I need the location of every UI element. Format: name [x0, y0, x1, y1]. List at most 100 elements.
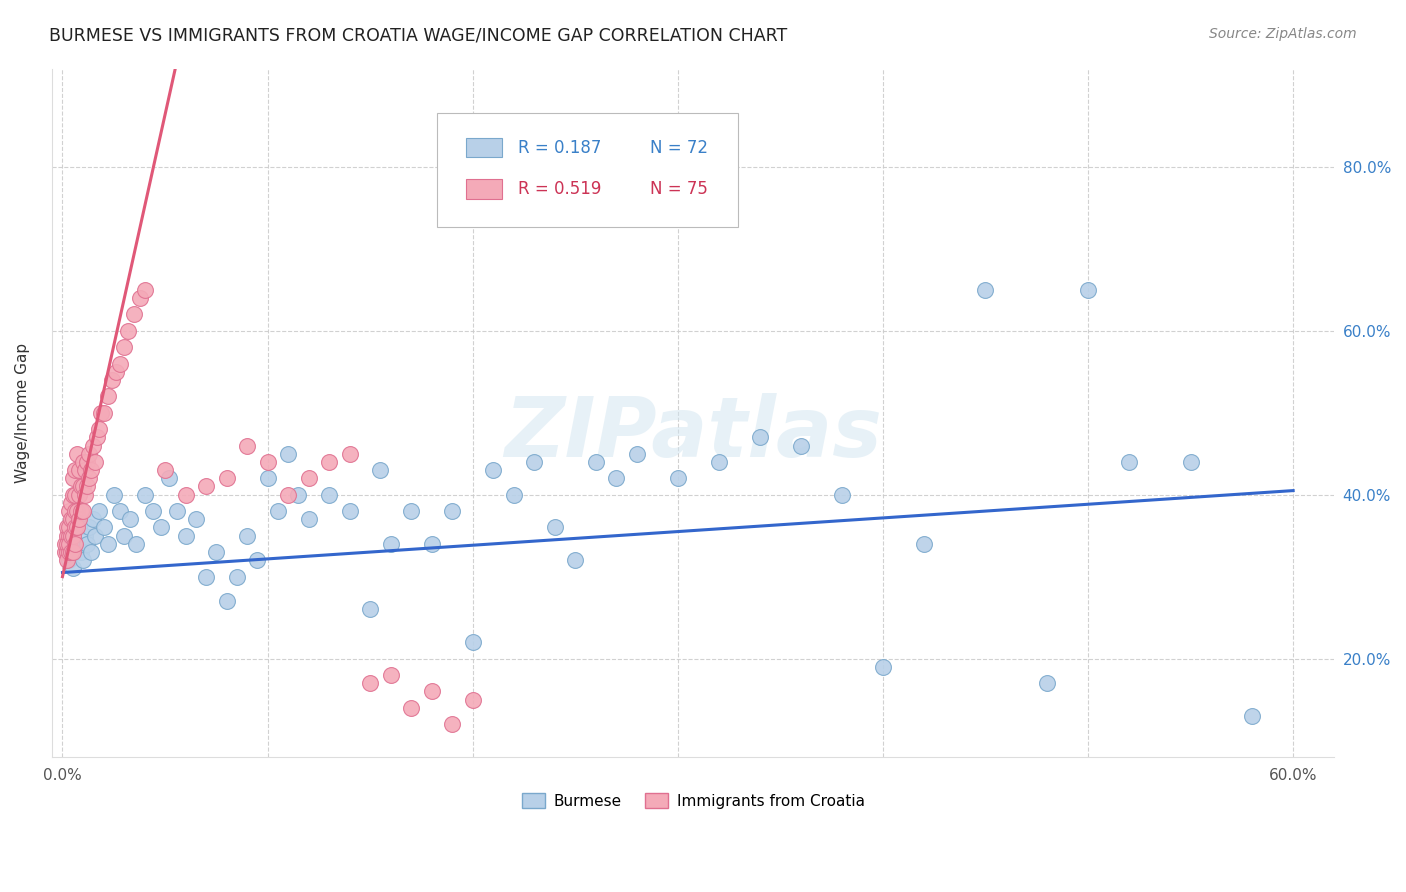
Point — [246, 553, 269, 567]
Point — [174, 529, 197, 543]
Point — [1036, 676, 1059, 690]
Point — [974, 283, 997, 297]
FancyBboxPatch shape — [467, 138, 502, 157]
Point — [707, 455, 730, 469]
Point — [63, 520, 86, 534]
Point — [59, 496, 82, 510]
Point — [58, 545, 80, 559]
Point — [62, 529, 84, 543]
Point — [72, 504, 94, 518]
Point — [55, 553, 77, 567]
Point — [831, 488, 853, 502]
Point — [502, 488, 524, 502]
Point — [89, 422, 111, 436]
Point — [70, 504, 93, 518]
Point — [77, 520, 100, 534]
Point — [97, 537, 120, 551]
Text: N = 75: N = 75 — [650, 180, 707, 198]
Point — [441, 717, 464, 731]
Point — [564, 553, 586, 567]
FancyBboxPatch shape — [467, 179, 502, 199]
Point — [80, 545, 103, 559]
Point — [195, 479, 218, 493]
Point — [441, 504, 464, 518]
Point — [62, 545, 84, 559]
Point — [129, 291, 152, 305]
Point — [67, 488, 90, 502]
Point — [112, 340, 135, 354]
Point — [66, 447, 89, 461]
Point — [72, 455, 94, 469]
Point — [297, 471, 319, 485]
Point — [120, 512, 142, 526]
Point — [84, 529, 107, 543]
Point — [58, 520, 80, 534]
Point — [58, 553, 80, 567]
Point — [59, 512, 82, 526]
Point — [66, 537, 89, 551]
Point — [142, 504, 165, 518]
Point — [93, 406, 115, 420]
Point — [359, 602, 381, 616]
Point — [72, 553, 94, 567]
Point — [76, 455, 98, 469]
Point — [370, 463, 392, 477]
Point — [108, 357, 131, 371]
Point — [59, 529, 82, 543]
Point — [82, 438, 104, 452]
Point — [55, 537, 77, 551]
Point — [184, 512, 207, 526]
Point — [256, 455, 278, 469]
Point — [103, 488, 125, 502]
Point — [63, 545, 86, 559]
Point — [76, 537, 98, 551]
Point — [256, 471, 278, 485]
Point — [318, 488, 340, 502]
Point — [70, 479, 93, 493]
Point — [523, 455, 546, 469]
Point — [67, 463, 90, 477]
Point — [62, 561, 84, 575]
Point — [97, 389, 120, 403]
FancyBboxPatch shape — [437, 113, 738, 227]
Point — [399, 700, 422, 714]
Point — [482, 463, 505, 477]
Point — [1180, 455, 1202, 469]
Point — [153, 463, 176, 477]
Point — [73, 488, 96, 502]
Legend: Burmese, Immigrants from Croatia: Burmese, Immigrants from Croatia — [516, 787, 870, 814]
Point — [297, 512, 319, 526]
Point — [359, 676, 381, 690]
Point — [267, 504, 290, 518]
Point — [76, 479, 98, 493]
Point — [174, 488, 197, 502]
Point — [62, 488, 84, 502]
Text: R = 0.187: R = 0.187 — [517, 138, 600, 157]
Point — [236, 529, 259, 543]
Point — [166, 504, 188, 518]
Point — [339, 504, 361, 518]
Point — [58, 537, 80, 551]
Point — [66, 504, 89, 518]
Text: ZIPatlas: ZIPatlas — [505, 392, 882, 474]
Point — [63, 488, 86, 502]
Point — [93, 520, 115, 534]
Text: N = 72: N = 72 — [650, 138, 707, 157]
Point — [205, 545, 228, 559]
Point — [53, 545, 76, 559]
Point — [55, 520, 77, 534]
Point — [100, 373, 122, 387]
Point — [277, 447, 299, 461]
Point — [62, 471, 84, 485]
Point — [80, 463, 103, 477]
Point — [125, 537, 148, 551]
Point — [86, 430, 108, 444]
Point — [63, 463, 86, 477]
Point — [287, 488, 309, 502]
Point — [66, 520, 89, 534]
Y-axis label: Wage/Income Gap: Wage/Income Gap — [15, 343, 30, 483]
Point — [585, 455, 607, 469]
Point — [59, 545, 82, 559]
Point — [67, 512, 90, 526]
Point — [72, 479, 94, 493]
